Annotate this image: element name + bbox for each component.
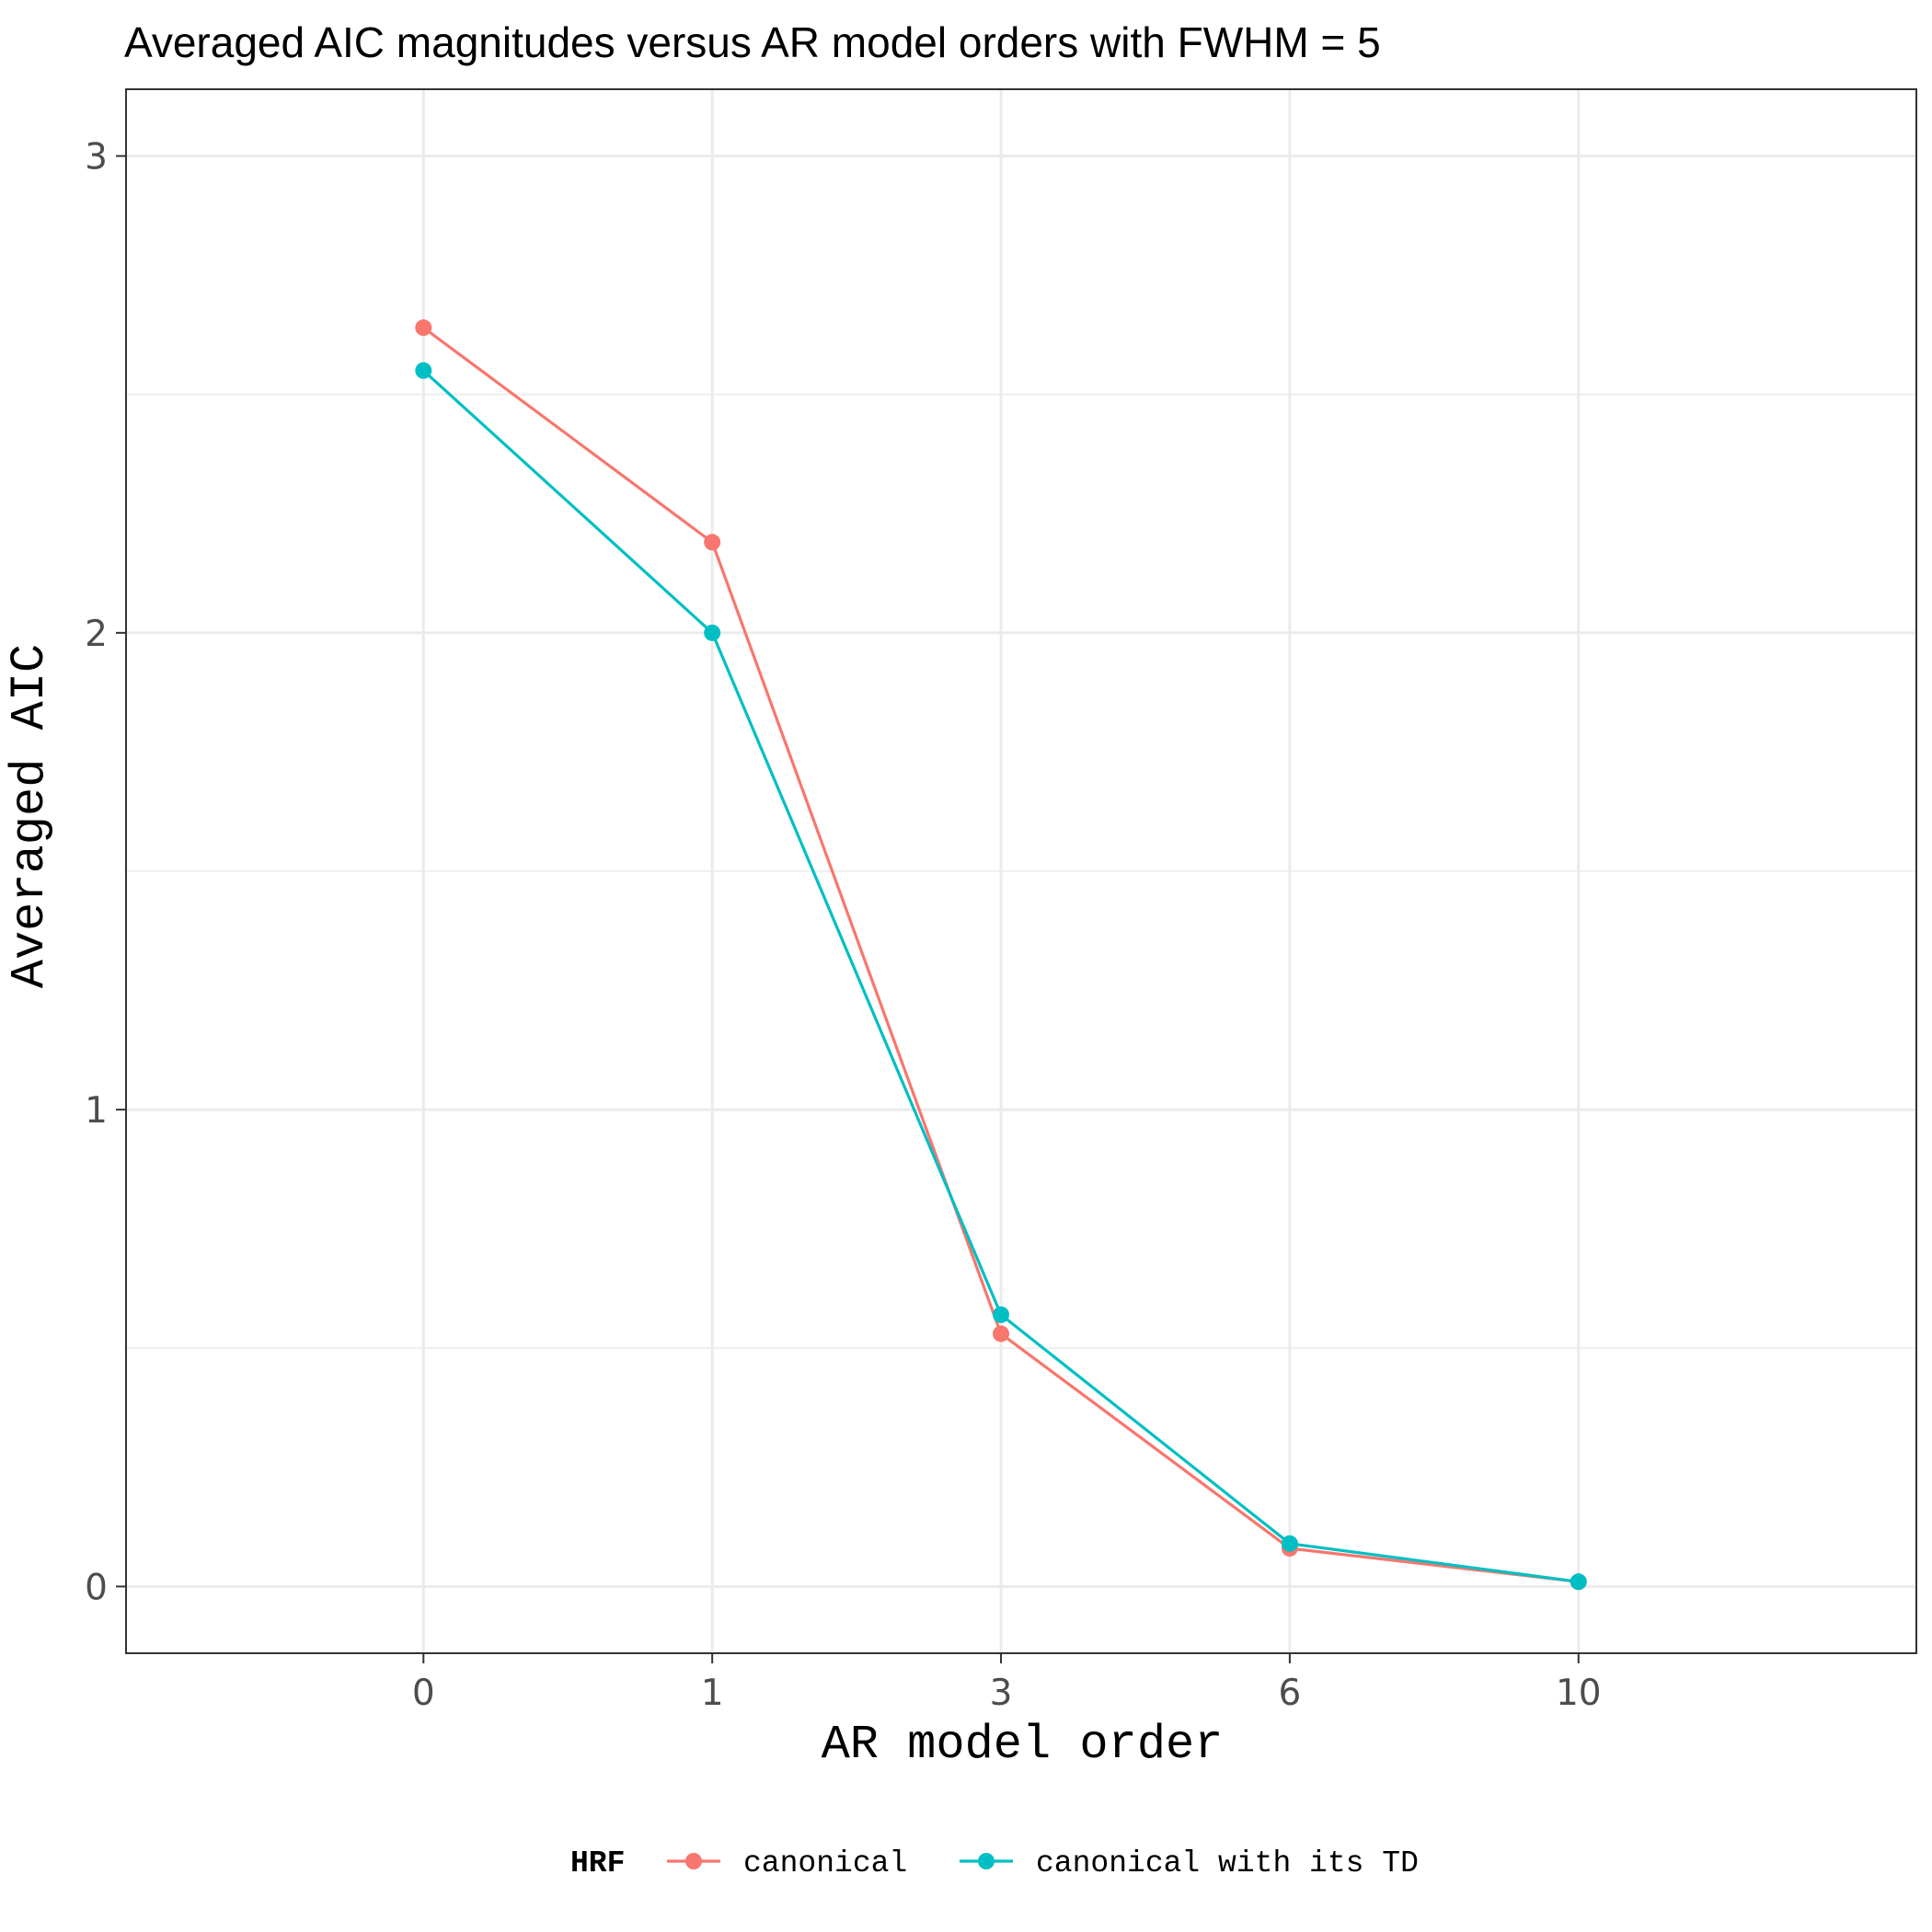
legend: HRF canonical canonical with its TD bbox=[570, 1846, 1419, 1880]
chart-title: Averaged AIC magnitudes versus AR model … bbox=[124, 18, 1381, 66]
data-point bbox=[993, 1306, 1010, 1324]
x-tick-label: 6 bbox=[1278, 1673, 1301, 1714]
x-tick-label: 10 bbox=[1556, 1673, 1602, 1714]
legend-key-point bbox=[978, 1853, 995, 1869]
data-point bbox=[993, 1325, 1010, 1342]
y-tick-label: 2 bbox=[85, 614, 108, 655]
grid bbox=[126, 89, 1916, 1653]
legend-label: canonical bbox=[743, 1846, 907, 1880]
data-point bbox=[415, 362, 432, 379]
y-tick-label: 1 bbox=[85, 1090, 108, 1132]
legend-key-point bbox=[685, 1853, 702, 1869]
x-tick-label: 0 bbox=[412, 1673, 435, 1714]
x-tick-label: 3 bbox=[990, 1673, 1013, 1714]
plot-panel-border bbox=[125, 88, 1917, 1654]
data-point bbox=[704, 624, 721, 641]
y-axis-title: Averaged AIC bbox=[3, 644, 57, 988]
data-point bbox=[1281, 1535, 1298, 1552]
x-tick-label: 1 bbox=[701, 1673, 724, 1714]
legend-title: HRF bbox=[570, 1846, 625, 1880]
data-point bbox=[704, 534, 721, 551]
y-tick-label: 3 bbox=[85, 137, 108, 178]
series-lines bbox=[415, 319, 1587, 1591]
data-point bbox=[1570, 1573, 1587, 1591]
y-tick-label: 0 bbox=[85, 1567, 108, 1608]
legend-label: canonical with its TD bbox=[1036, 1846, 1419, 1880]
axes: 0 1 2 3 0 1 3 6 10 bbox=[85, 137, 1601, 1714]
x-axis-title: AR model order bbox=[822, 1718, 1224, 1772]
data-point bbox=[415, 319, 432, 337]
